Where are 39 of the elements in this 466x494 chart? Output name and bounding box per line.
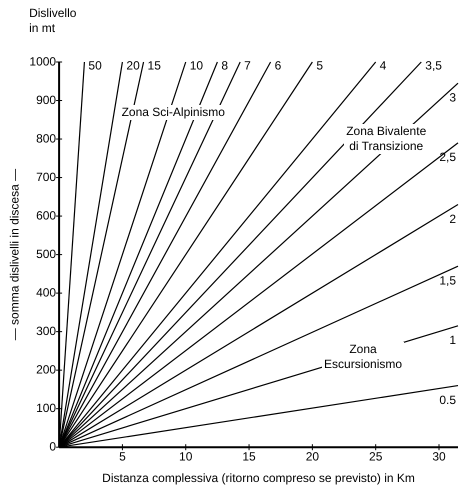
y-tick-label: 800 <box>36 131 56 146</box>
y-tick-label: 600 <box>36 208 56 222</box>
x-tick-label: 20 <box>306 450 320 464</box>
y-tick-label: 0 <box>49 440 56 454</box>
series-label: 3 <box>449 90 456 104</box>
series-label: 7 <box>244 58 252 72</box>
annotation: Zona Sci-Alpinismo <box>120 104 227 120</box>
series-label: 1 <box>449 333 456 348</box>
series-label: 2 <box>449 212 456 226</box>
series-label: 5 <box>316 58 324 72</box>
x-tick-label: 15 <box>242 450 256 464</box>
y-tick-label: 300 <box>36 324 56 338</box>
x-tick-label: 30 <box>432 450 446 464</box>
series-label: 4 <box>380 58 387 72</box>
y-tick-label: 1000 <box>29 54 56 68</box>
y-tick-label: 400 <box>36 285 56 300</box>
series-label: 20 <box>126 58 140 72</box>
series-label: 50 <box>88 58 102 72</box>
x-axis-title: Distanza complessiva (ritorno compreso se previsto) in Km <box>102 471 415 486</box>
y-axis-title: — somma dislivelli in discesa — <box>8 168 22 340</box>
series-label: 8 <box>221 58 228 72</box>
y-tick-label: 700 <box>36 170 56 184</box>
y-tick-label: 200 <box>36 362 56 376</box>
y-tick-label: 900 <box>36 92 56 107</box>
series-label: 15 <box>148 58 162 72</box>
y-tick-label: 500 <box>36 246 56 261</box>
annotation: Zona Bivalente di Transizione <box>344 124 428 154</box>
series-label: 6 <box>274 58 282 72</box>
series-label: 2,5 <box>439 150 456 164</box>
series-label: 1,5 <box>439 273 456 288</box>
series-label: 3,5 <box>425 58 442 72</box>
y-tick-label: 100 <box>36 400 56 415</box>
x-tick-label: 10 <box>179 450 193 464</box>
x-tick-label: 25 <box>369 450 383 464</box>
text: Dislivello in mt <box>29 6 76 36</box>
series-label: 10 <box>190 58 204 72</box>
x-tick-label: 5 <box>119 450 126 464</box>
annotation: Zona Escursionismo <box>322 342 404 372</box>
series-label: 0.5 <box>439 392 456 407</box>
